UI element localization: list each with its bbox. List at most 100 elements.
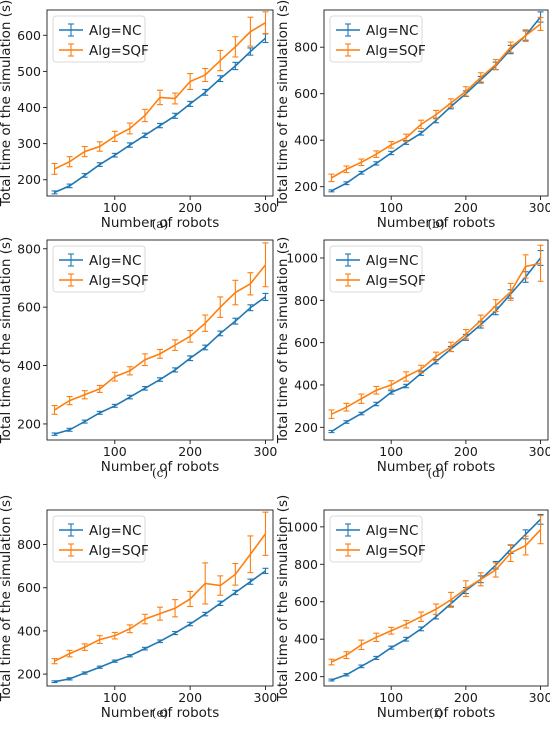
error-bar xyxy=(403,619,410,629)
error-bar xyxy=(187,355,194,362)
error-bar xyxy=(358,393,365,404)
error-bar xyxy=(126,624,133,634)
error-bar xyxy=(403,636,410,642)
error-bar xyxy=(111,631,118,640)
series-sqf xyxy=(328,515,544,666)
error-bar xyxy=(328,409,335,419)
error-bar xyxy=(247,535,254,574)
x-axis-label: Number of robots xyxy=(101,705,220,721)
y-tick-label: 600 xyxy=(294,594,318,609)
error-bar xyxy=(328,678,335,682)
error-bar xyxy=(232,317,239,325)
error-bar xyxy=(141,108,148,123)
error-bar xyxy=(343,402,350,412)
error-bar xyxy=(492,299,499,313)
error-bar xyxy=(328,189,335,193)
error-bar xyxy=(247,578,254,585)
y-tick-label: 200 xyxy=(294,420,318,435)
error-bar xyxy=(157,377,163,382)
y-tick-label: 400 xyxy=(17,358,41,373)
error-bar xyxy=(51,162,58,175)
error-bar xyxy=(217,75,224,83)
error-bar xyxy=(492,562,499,578)
x-tick-label: 200 xyxy=(178,200,202,215)
error-bar xyxy=(388,626,395,635)
error-bar xyxy=(157,639,163,644)
error-bar xyxy=(447,591,454,608)
x-axis-label: Number of robots xyxy=(101,459,220,475)
chart-panel-d: 100 200 300 200 400 600 800 1000 Number of robot… xyxy=(275,237,550,480)
y-tick-label: 800 xyxy=(17,537,41,552)
legend-item-nc: Alg=NC xyxy=(336,253,418,269)
y-axis-label: Total time of the simulation (s) xyxy=(275,495,291,703)
chart-panel-c: 100 200 300 200 400 600 800 Number of robots Tot… xyxy=(0,237,277,480)
panel-caption: (d) xyxy=(427,466,444,480)
legend: Alg=NC Alg=SQF xyxy=(329,515,426,563)
legend-item-nc: Alg=NC xyxy=(59,23,141,39)
y-tick-label: 1000 xyxy=(286,250,318,265)
error-bar xyxy=(202,88,209,96)
series-sqf xyxy=(51,242,269,415)
error-bar xyxy=(388,150,395,156)
legend-item-sqf: Alg=SQF xyxy=(59,543,149,559)
x-tick-label: 300 xyxy=(529,200,550,215)
y-tick-label: 800 xyxy=(17,241,41,256)
chart-panel-e: 100 200 300 200 400 600 800 Number of robots Tot… xyxy=(0,495,277,721)
error-bar xyxy=(111,130,118,143)
y-tick-label: 300 xyxy=(17,136,41,151)
x-tick-label: 200 xyxy=(178,444,202,459)
y-tick-label: 600 xyxy=(17,28,41,43)
x-tick-label: 100 xyxy=(103,690,127,705)
legend-label: Alg=SQF xyxy=(89,543,149,559)
x-tick-label: 100 xyxy=(103,444,127,459)
x-tick-label: 300 xyxy=(529,444,550,459)
error-bar xyxy=(202,562,209,605)
error-bar xyxy=(51,680,58,684)
error-bar xyxy=(172,599,179,618)
error-bar xyxy=(358,639,365,651)
y-axis-label: Total time of the simulation (s) xyxy=(0,237,14,445)
error-bar xyxy=(217,330,224,337)
error-bar xyxy=(462,580,469,598)
error-bar xyxy=(141,613,148,625)
chart-panel-f: 100 200 300 200 400 600 800 1000 Number of robot… xyxy=(275,495,550,721)
legend-item-sqf: Alg=SQF xyxy=(59,43,149,59)
y-tick-label: 200 xyxy=(17,667,41,682)
error-bar xyxy=(418,130,425,136)
error-bar xyxy=(232,563,239,586)
error-bar xyxy=(462,328,469,340)
error-bar xyxy=(343,651,350,660)
error-bar xyxy=(81,145,88,158)
y-tick-label: 600 xyxy=(294,335,318,350)
y-tick-label: 600 xyxy=(17,300,41,315)
legend: Alg=NC Alg=SQF xyxy=(52,15,149,63)
y-axis-label: Total time of the simulation (s) xyxy=(0,495,14,703)
error-bar xyxy=(447,341,454,353)
x-tick-label: 300 xyxy=(254,690,278,705)
error-bar xyxy=(126,654,133,658)
error-bar xyxy=(217,49,224,72)
error-bar xyxy=(388,141,395,149)
error-bar xyxy=(418,626,425,632)
y-tick-label: 800 xyxy=(294,293,318,308)
error-bar xyxy=(81,419,88,424)
error-bar xyxy=(66,395,73,406)
error-bar xyxy=(328,429,335,434)
error-bar xyxy=(202,314,209,332)
error-bar xyxy=(66,649,73,658)
error-bar xyxy=(262,11,269,35)
x-axis-label: Number of robots xyxy=(377,459,496,475)
error-bar xyxy=(373,401,380,407)
error-bar xyxy=(522,535,529,556)
error-bar xyxy=(157,89,163,106)
error-bar xyxy=(217,575,224,596)
error-bar xyxy=(111,403,118,408)
error-bar xyxy=(433,109,439,120)
legend-label: Alg=NC xyxy=(366,23,418,39)
error-bar xyxy=(81,643,88,651)
error-bar xyxy=(187,621,194,627)
y-tick-label: 800 xyxy=(294,557,318,572)
error-bar xyxy=(343,673,350,677)
error-bar xyxy=(507,282,514,301)
